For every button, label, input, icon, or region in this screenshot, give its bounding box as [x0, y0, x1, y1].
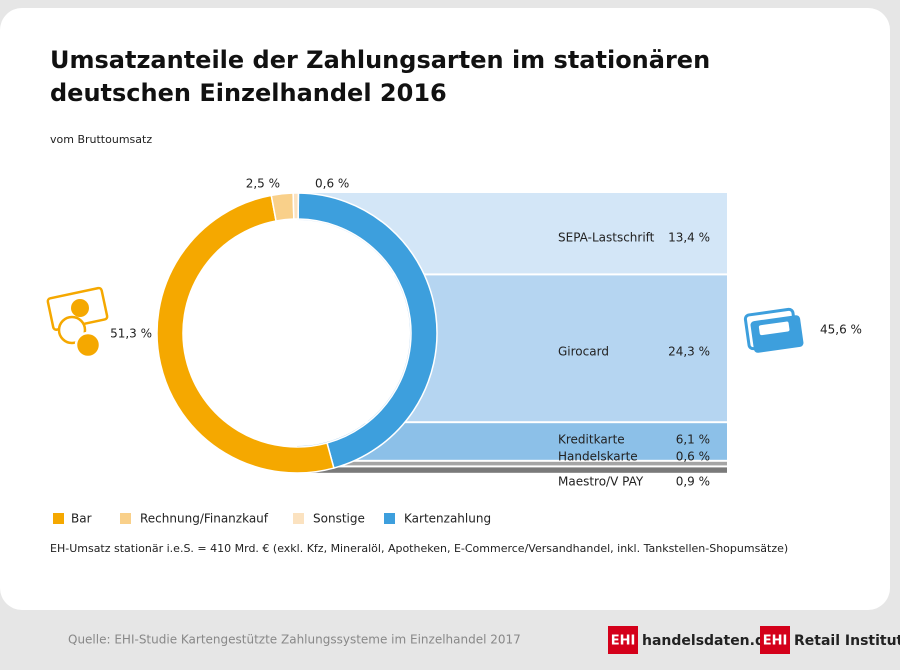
value-label: 51,3 % — [110, 327, 152, 341]
logo-box — [608, 626, 638, 654]
breakdown-value: 0,6 % — [676, 450, 710, 464]
donut-hole — [184, 220, 410, 446]
legend-label: Bar — [71, 512, 92, 526]
logo-mark: EHI — [611, 634, 636, 649]
chart-title: Umsatzanteile der Zahlungsarten im stati… — [50, 46, 710, 74]
card-icon — [743, 307, 804, 353]
legend-swatch — [384, 513, 395, 524]
cash-icon — [46, 286, 109, 359]
legend-label: Sonstige — [313, 512, 365, 526]
legend-label: Kartenzahlung — [404, 512, 491, 526]
breakdown-label: Kreditkarte — [558, 433, 625, 447]
donut-slice — [292, 192, 300, 220]
donut: 51,3 % 2,5 % 0,6 % 45,6 % — [110, 177, 862, 474]
donut-slice — [270, 192, 295, 222]
legend-label: Rechnung/Finanzkauf — [140, 512, 269, 526]
legend-swatch — [120, 513, 131, 524]
legend: Bar Rechnung/Finanzkauf Sonstige Kartenzahl… — [53, 512, 491, 526]
logo-text: handelsdaten.de — [642, 633, 775, 649]
breakdown-label: Maestro/V PAY — [558, 475, 644, 489]
source: Quelle: EHI-Studie Kartengestützte Zahlu… — [68, 633, 521, 647]
logo-text: Retail Institute — [794, 633, 900, 649]
chart-title: deutschen Einzelhandel 2016 — [50, 79, 447, 107]
value-label: 2,5 % — [246, 177, 280, 191]
breakdown-label: Handelskarte — [558, 450, 638, 464]
legend-swatch — [53, 513, 64, 524]
breakdown-label: SEPA-Lastschrift — [558, 231, 655, 245]
breakdown-bar — [297, 461, 727, 466]
value-label: 0,6 % — [315, 177, 349, 191]
logo-mark: EHI — [763, 634, 788, 649]
breakdown-value: 6,1 % — [676, 433, 710, 447]
breakdown-value: 0,9 % — [676, 475, 710, 489]
subtitle: vom Bruttoumsatz — [50, 133, 152, 146]
logo-box — [760, 626, 790, 654]
breakdown-value: 13,4 % — [668, 231, 710, 245]
breakdown-label: Girocard — [558, 345, 609, 359]
value-label: 45,6 % — [820, 323, 862, 337]
breakdown-value: 24,3 % — [668, 345, 710, 359]
note: EH-Umsatz stationär i.e.S. = 410 Mrd. € … — [50, 542, 788, 555]
legend-swatch — [293, 513, 304, 524]
breakdown-bar — [297, 467, 727, 473]
